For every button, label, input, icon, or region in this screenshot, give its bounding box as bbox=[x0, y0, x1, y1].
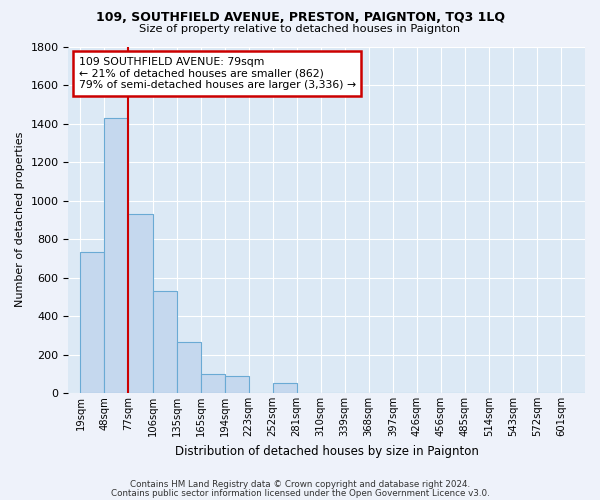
Bar bbox=[128, 214, 152, 393]
Bar bbox=[176, 342, 200, 393]
Bar bbox=[104, 118, 128, 393]
Bar bbox=[200, 374, 224, 393]
Bar bbox=[152, 291, 176, 393]
Bar bbox=[80, 252, 104, 393]
Bar bbox=[272, 384, 296, 393]
Text: Contains HM Land Registry data © Crown copyright and database right 2024.: Contains HM Land Registry data © Crown c… bbox=[130, 480, 470, 489]
Bar bbox=[224, 376, 248, 393]
Y-axis label: Number of detached properties: Number of detached properties bbox=[15, 132, 25, 308]
X-axis label: Distribution of detached houses by size in Paignton: Distribution of detached houses by size … bbox=[175, 444, 479, 458]
Text: Contains public sector information licensed under the Open Government Licence v3: Contains public sector information licen… bbox=[110, 489, 490, 498]
Text: Size of property relative to detached houses in Paignton: Size of property relative to detached ho… bbox=[139, 24, 461, 34]
Text: 109 SOUTHFIELD AVENUE: 79sqm
← 21% of detached houses are smaller (862)
79% of s: 109 SOUTHFIELD AVENUE: 79sqm ← 21% of de… bbox=[79, 57, 356, 90]
Text: 109, SOUTHFIELD AVENUE, PRESTON, PAIGNTON, TQ3 1LQ: 109, SOUTHFIELD AVENUE, PRESTON, PAIGNTO… bbox=[95, 11, 505, 24]
